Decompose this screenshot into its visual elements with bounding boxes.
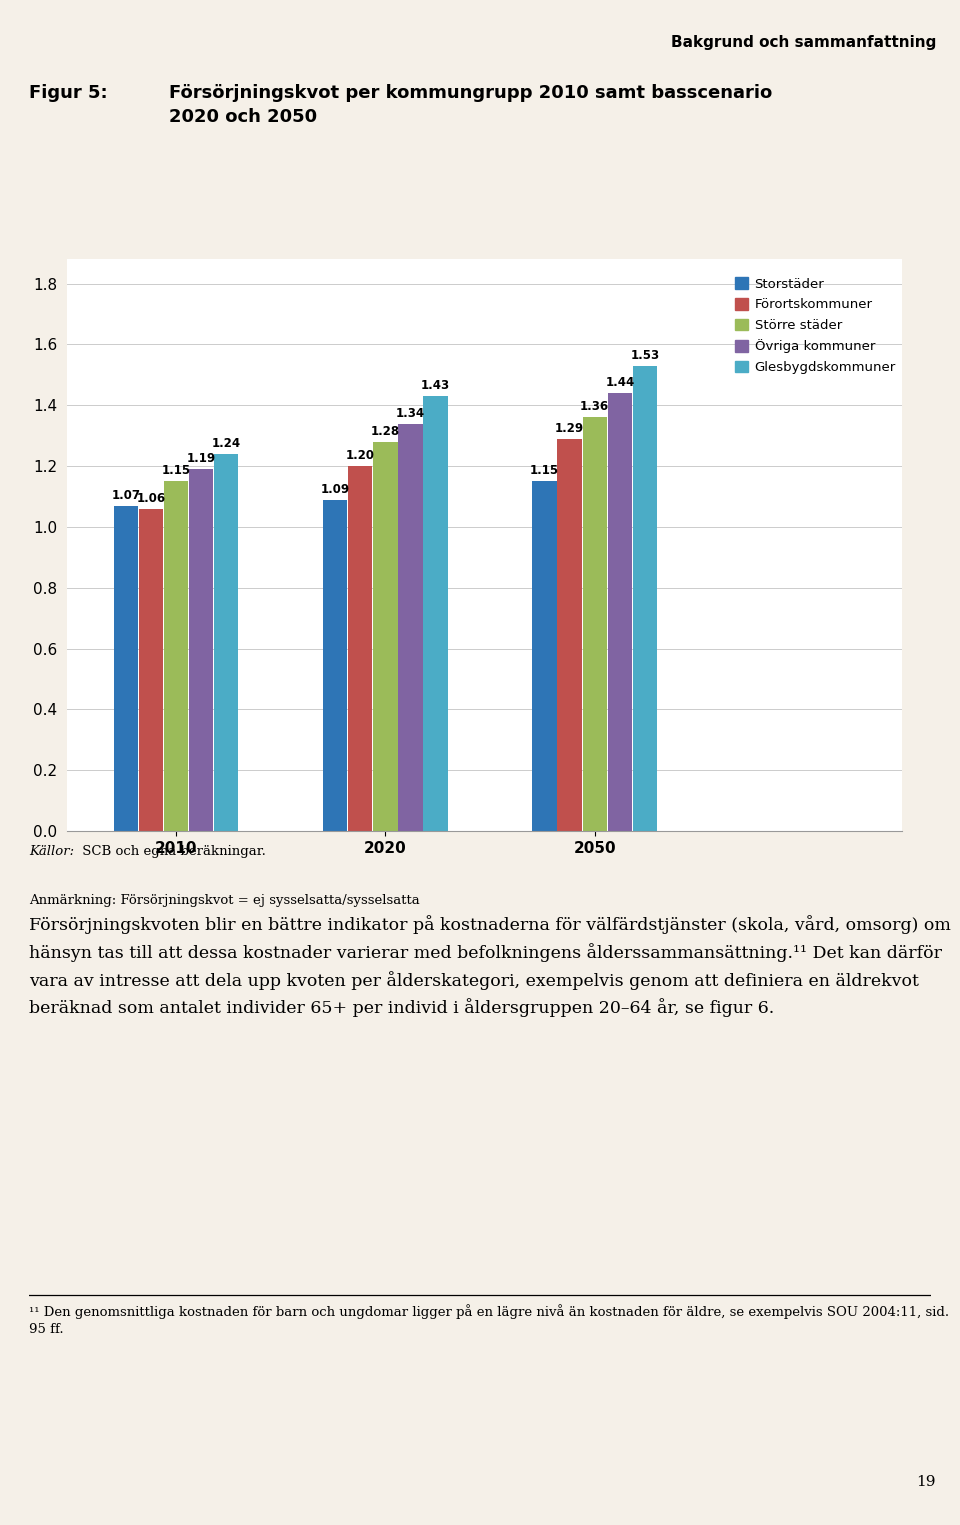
Bar — [189, 470, 213, 831]
Bar — [633, 366, 657, 831]
Text: 1.36: 1.36 — [580, 401, 610, 413]
Text: 1.24: 1.24 — [212, 438, 241, 450]
Bar — [323, 500, 348, 831]
Text: 1.28: 1.28 — [371, 425, 400, 438]
Text: 1.15: 1.15 — [161, 464, 191, 477]
Legend: Storstäder, Förortskommuner, Större städer, Övriga kommuner, Glesbygdskommuner: Storstäder, Förortskommuner, Större städ… — [734, 278, 896, 374]
Bar — [558, 439, 582, 831]
Text: Försörjningskvot per kommungrupp 2010 samt basscenario
2020 och 2050: Försörjningskvot per kommungrupp 2010 sa… — [169, 84, 772, 127]
Bar — [398, 424, 422, 831]
Text: Anmärkning: Försörjningskvot = ej sysselsatta/sysselsatta: Anmärkning: Försörjningskvot = ej syssel… — [29, 894, 420, 907]
Text: 1.53: 1.53 — [631, 349, 660, 361]
Bar — [214, 454, 238, 831]
Text: 1.29: 1.29 — [555, 422, 584, 435]
Bar — [583, 418, 607, 831]
Text: 1.34: 1.34 — [396, 407, 425, 419]
Bar — [139, 509, 163, 831]
Text: Källor:: Källor: — [29, 845, 74, 859]
Text: 19: 19 — [917, 1475, 936, 1490]
Text: 1.44: 1.44 — [605, 377, 635, 389]
Text: SCB och egna beräkningar.: SCB och egna beräkningar. — [79, 845, 266, 859]
Text: 1.06: 1.06 — [136, 491, 165, 505]
Bar — [532, 482, 557, 831]
Bar — [348, 467, 372, 831]
Text: ¹¹ Den genomsnittliga kostnaden för barn och ungdomar ligger på en lägre nivå än: ¹¹ Den genomsnittliga kostnaden för barn… — [29, 1304, 948, 1336]
Bar — [423, 396, 447, 831]
Text: Försörjningskvoten blir en bättre indikator på kostnaderna för välfärdstjänster : Försörjningskvoten blir en bättre indika… — [29, 915, 950, 1017]
Text: 1.07: 1.07 — [111, 488, 140, 502]
Text: 1.15: 1.15 — [530, 464, 559, 477]
Text: Figur 5:: Figur 5: — [29, 84, 108, 102]
Bar — [608, 393, 632, 831]
Text: 1.09: 1.09 — [321, 482, 349, 496]
Bar — [373, 442, 397, 831]
Bar — [113, 506, 138, 831]
Text: 1.43: 1.43 — [421, 380, 450, 392]
Bar — [164, 482, 188, 831]
Text: Bakgrund och sammanfattning: Bakgrund och sammanfattning — [671, 35, 936, 50]
Text: 1.20: 1.20 — [346, 450, 374, 462]
Text: 1.19: 1.19 — [186, 453, 216, 465]
